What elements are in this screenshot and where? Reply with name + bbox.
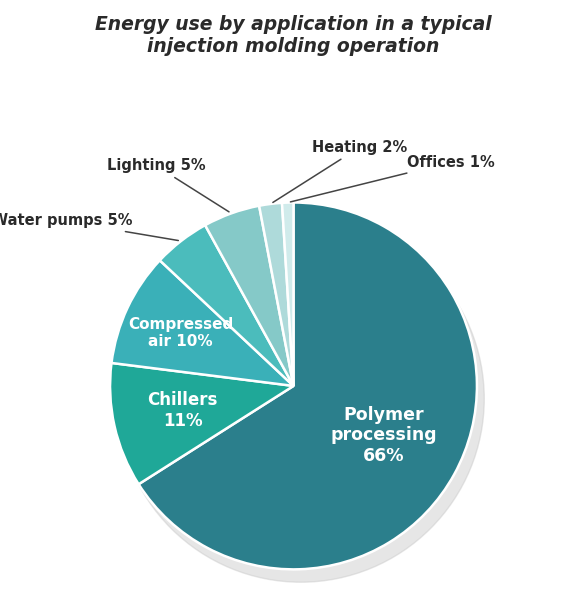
Text: Polymer
processing
66%: Polymer processing 66% [330,406,437,465]
Wedge shape [205,206,294,386]
Wedge shape [112,260,294,386]
Wedge shape [160,225,294,386]
Wedge shape [110,363,294,484]
Text: Energy use by application in a typical
injection molding operation: Energy use by application in a typical i… [95,15,492,56]
Text: Lighting 5%: Lighting 5% [107,158,229,212]
Wedge shape [139,202,477,569]
Text: Heating 2%: Heating 2% [273,140,407,202]
Wedge shape [259,203,294,386]
Text: Water pumps 5%: Water pumps 5% [0,214,178,241]
Text: Chillers
11%: Chillers 11% [147,391,218,430]
Text: Offices 1%: Offices 1% [291,155,495,202]
Circle shape [117,215,484,582]
Text: Compressed
air 10%: Compressed air 10% [128,317,233,349]
Wedge shape [282,202,294,386]
